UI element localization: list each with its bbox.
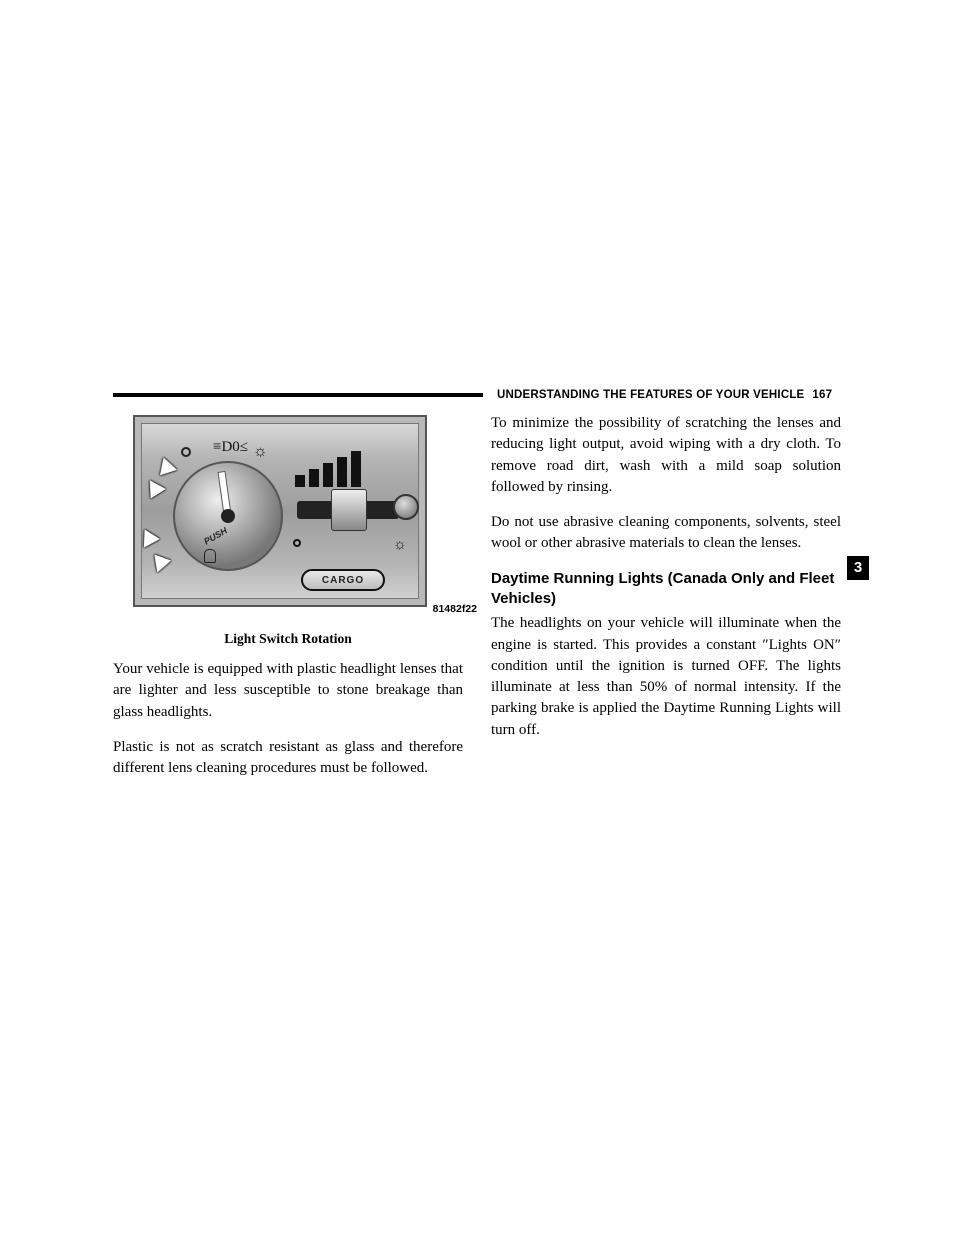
brightness-bars xyxy=(295,451,361,487)
arrow-down-icon xyxy=(149,554,171,575)
brightness-bar xyxy=(309,469,319,487)
slider-thumb xyxy=(331,489,367,531)
section-title: UNDERSTANDING THE FEATURES OF YOUR VEHIC… xyxy=(497,389,804,401)
right-column: To minimize the possibility of scratchin… xyxy=(491,413,841,793)
body-paragraph: Do not use abrasive cleaning components,… xyxy=(491,512,841,555)
subsection-heading: Daytime Running Lights (Canada Only and … xyxy=(491,569,841,610)
body-paragraph: Plastic is not as scratch resistant as g… xyxy=(113,737,463,780)
off-position-icon xyxy=(181,447,191,457)
max-marker-icon: ☼ xyxy=(393,537,407,554)
running-header: UNDERSTANDING THE FEATURES OF YOUR VEHIC… xyxy=(113,389,841,401)
page-content: UNDERSTANDING THE FEATURES OF YOUR VEHIC… xyxy=(113,389,841,793)
page-number: 167 xyxy=(812,389,832,401)
rotary-knob: PUSH xyxy=(173,461,283,571)
figure-code: 81482f22 xyxy=(433,603,477,615)
fog-lamp-icon xyxy=(199,549,219,569)
headlights-icon: ☼ xyxy=(253,443,268,461)
arrow-down-icon xyxy=(136,529,160,552)
header-rule xyxy=(113,393,483,397)
brightness-bar xyxy=(323,463,333,487)
knob-center-dot xyxy=(221,509,235,523)
left-column: PUSH ≡D0≤ ☼ xyxy=(113,413,463,793)
brightness-bar xyxy=(295,475,305,487)
two-column-layout: PUSH ≡D0≤ ☼ xyxy=(113,413,841,793)
brightness-bar xyxy=(351,451,361,487)
arrow-up-icon xyxy=(142,475,166,498)
body-paragraph: Your vehicle is equipped with plastic he… xyxy=(113,659,463,723)
light-switch-figure: PUSH ≡D0≤ ☼ xyxy=(119,415,457,607)
light-switch-illustration: PUSH ≡D0≤ ☼ xyxy=(133,415,427,607)
body-paragraph: To minimize the possibility of scratchin… xyxy=(491,413,841,498)
chapter-tab: 3 xyxy=(847,556,869,580)
parking-lights-icon: ≡D0≤ xyxy=(213,439,248,456)
body-paragraph: The headlights on your vehicle will illu… xyxy=(491,613,841,741)
min-marker-icon xyxy=(293,539,301,547)
cargo-button-label: CARGO xyxy=(301,569,385,591)
dimmer-slider: ☼ xyxy=(295,447,415,587)
push-label: PUSH xyxy=(202,525,229,546)
brightness-bar xyxy=(337,457,347,487)
figure-caption: Light Switch Rotation xyxy=(113,631,463,647)
slider-end-stop xyxy=(393,494,419,520)
rotation-arrows xyxy=(141,463,181,573)
